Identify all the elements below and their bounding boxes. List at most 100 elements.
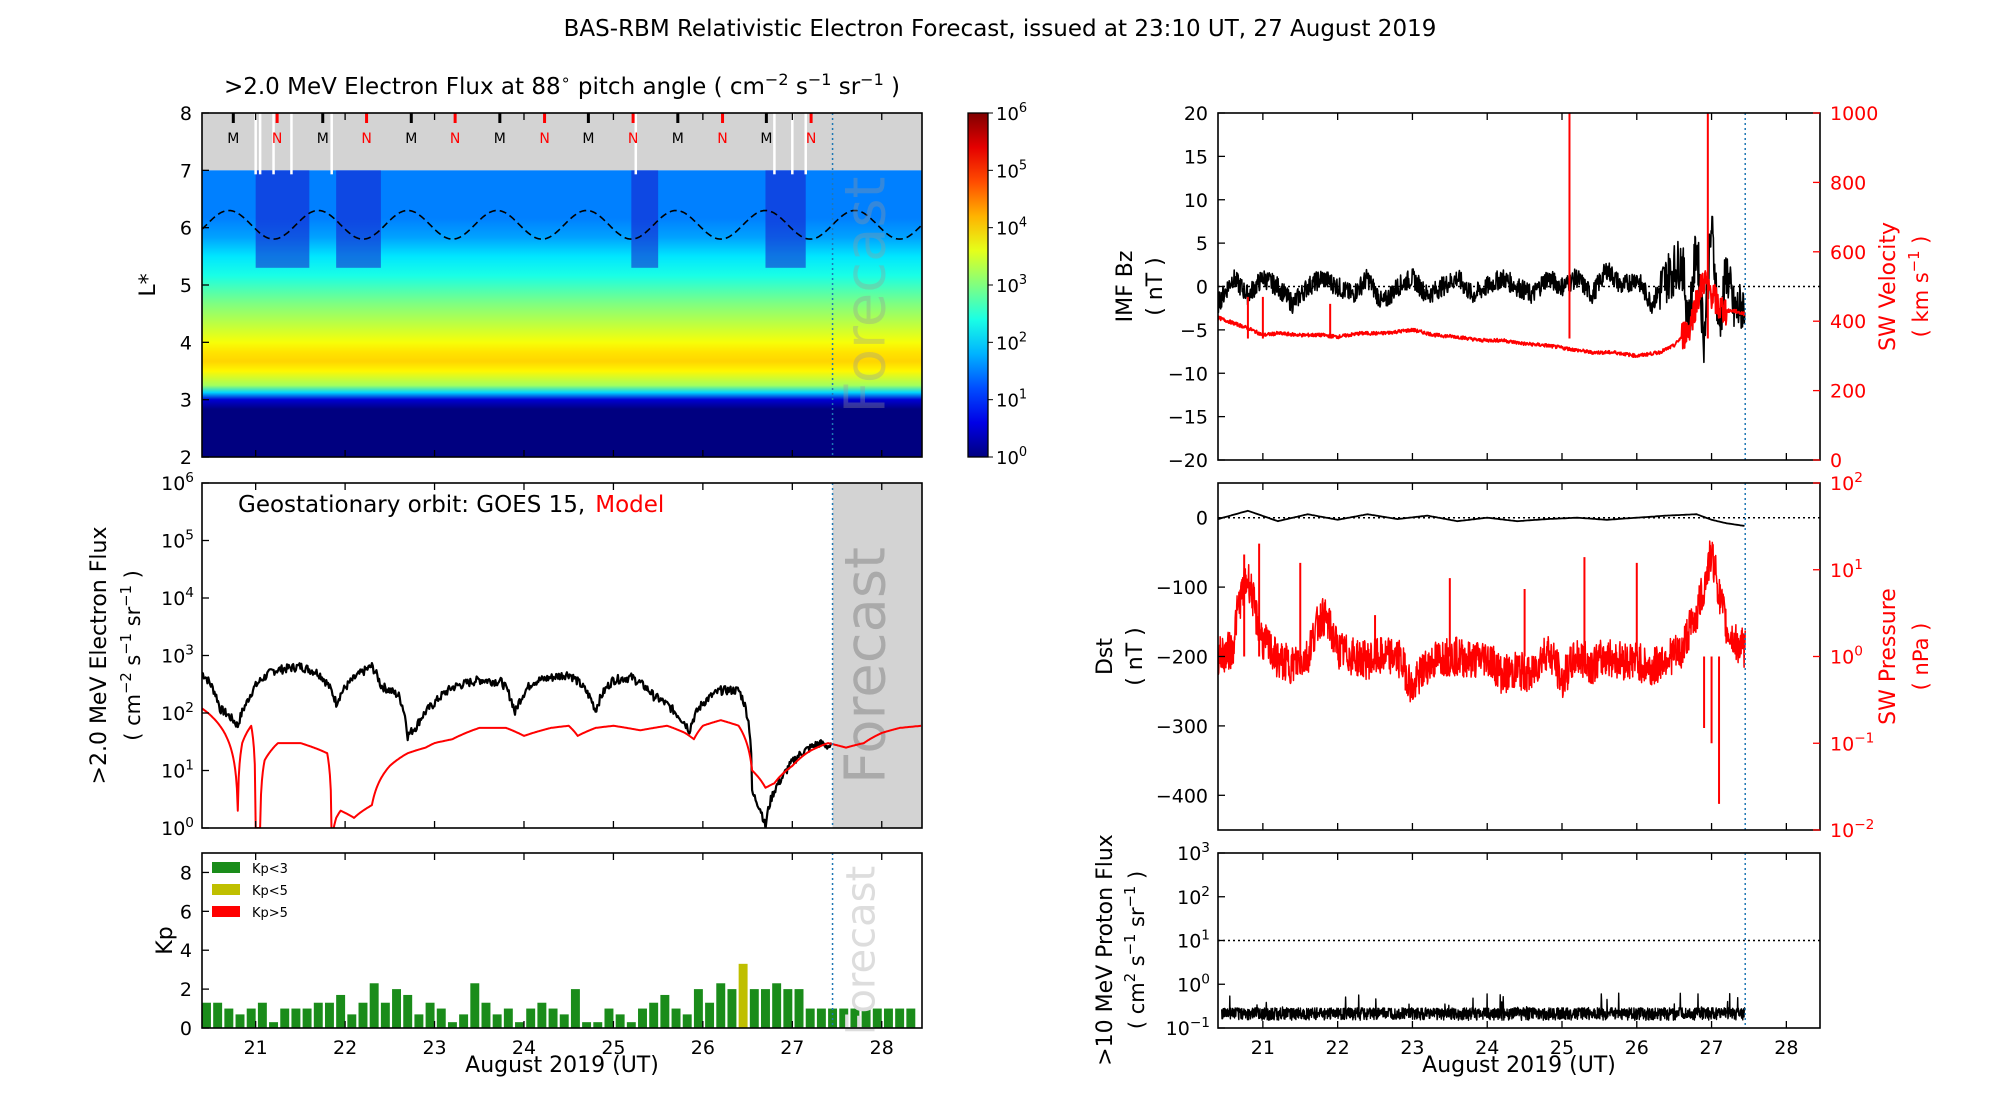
tick-base: 10 xyxy=(161,588,185,610)
sw-pressure-line xyxy=(1218,540,1746,703)
tick-exp: 2 xyxy=(1201,884,1210,900)
right-tick-label: 102 xyxy=(1830,470,1863,495)
superscript: ∘ xyxy=(561,70,571,89)
text-part: ( cm xyxy=(121,694,145,741)
right-tick-label: 800 xyxy=(1830,172,1866,194)
kp-bar xyxy=(447,1022,457,1028)
kp-bar xyxy=(347,1014,357,1028)
superscript: −1 xyxy=(118,585,135,607)
y-tick-label: −10 xyxy=(1168,363,1208,385)
figure-title: BAS-RBM Relativistic Electron Forecast, … xyxy=(563,16,1437,42)
y-tick-label: 100 xyxy=(1177,971,1210,996)
y-axis-units: ( cm−2 s−1 sr−1 ) xyxy=(118,570,145,741)
kp-bar xyxy=(716,983,726,1028)
tick-exp: 5 xyxy=(1019,158,1027,173)
x-tick-label: 25 xyxy=(1550,1037,1574,1059)
tick-exp: 1 xyxy=(185,758,194,774)
mlt-marker-label: N xyxy=(806,131,816,147)
x-tick-label: 22 xyxy=(333,1037,357,1059)
text-part: ( cm xyxy=(1125,982,1149,1029)
flux-map-title: >2.0 MeV Electron Flux at 88∘ pitch angl… xyxy=(224,70,900,100)
superscript: −1 xyxy=(1122,934,1139,956)
mlt-marker-label: N xyxy=(361,131,371,147)
tick-base: 10 xyxy=(161,818,185,840)
y-axis-label: >10 MeV Proton Flux xyxy=(1093,834,1118,1066)
y-axis-units: ( cm2 s−1 sr−1 ) xyxy=(1122,871,1149,1029)
mlt-marker-label: M xyxy=(227,131,239,147)
right-axis-label: SW Pressure xyxy=(1876,588,1901,725)
tick-base: 10 xyxy=(161,646,185,668)
text-part: s xyxy=(121,655,145,673)
kp-bar xyxy=(470,983,480,1028)
text-part: s xyxy=(1125,955,1149,973)
x-tick-label: 23 xyxy=(422,1037,446,1059)
tick-base: 10 xyxy=(1166,1018,1190,1040)
x-tick-label: 24 xyxy=(512,1037,536,1059)
mlt-marker-label: M xyxy=(317,131,329,147)
right-axis-units: ( nPa ) xyxy=(1909,623,1933,691)
text-part: ) xyxy=(1909,236,1933,251)
tick-base: 10 xyxy=(1177,843,1201,865)
tick-base: 10 xyxy=(996,448,1019,469)
x-axis-label: August 2019 (UT) xyxy=(465,1053,659,1078)
x-tick-label: 22 xyxy=(1326,1037,1350,1059)
kp-bar xyxy=(257,1002,267,1028)
tick-exp: 2 xyxy=(185,700,194,716)
text-part: pitch angle ( cm xyxy=(571,74,765,100)
superscript: −1 xyxy=(808,70,832,89)
text-part: s xyxy=(789,74,808,100)
y-tick-label: 8 xyxy=(180,103,192,125)
x-tick-label: 23 xyxy=(1400,1037,1424,1059)
geo-series-group xyxy=(202,661,922,828)
kp-bar xyxy=(660,994,670,1028)
right-axis-label: SW Velocity xyxy=(1876,222,1901,351)
y-tick-label: 6 xyxy=(180,901,192,923)
y-tick-label: 0 xyxy=(180,1018,192,1040)
y-tick-label: 6 xyxy=(180,218,192,240)
tick-base: 10 xyxy=(1830,560,1854,582)
kp-bar xyxy=(626,1022,636,1028)
y-tick-label: 10 xyxy=(1184,190,1208,212)
mlt-marker-label: M xyxy=(494,131,506,147)
y-tick-label: 10−1 xyxy=(1166,1015,1210,1040)
y-tick-label: 104 xyxy=(161,585,194,610)
colorbar-tick-label: 106 xyxy=(996,101,1027,125)
kp-bar xyxy=(235,1014,245,1028)
tick-base: 10 xyxy=(161,473,185,495)
y-tick-label: −400 xyxy=(1156,785,1208,807)
tick-exp: 3 xyxy=(1201,840,1210,856)
kp-bar xyxy=(794,989,804,1028)
forecast-watermark: Forecast xyxy=(834,547,899,784)
right-tick-label: 1000 xyxy=(1830,103,1878,125)
x-tick-label: 27 xyxy=(1699,1037,1723,1059)
x-tick-label: 27 xyxy=(780,1037,804,1059)
legend-swatch xyxy=(212,884,240,895)
kp-bar xyxy=(492,1014,502,1028)
right-tick-label: 10−1 xyxy=(1830,730,1874,755)
y-axis-label: Kp xyxy=(153,926,178,954)
tick-exp: 6 xyxy=(1019,101,1027,116)
superscript: −1 xyxy=(860,70,884,89)
right-axis-units: ( km s−1 ) xyxy=(1906,236,1933,338)
x-axis-label: August 2019 (UT) xyxy=(1422,1053,1616,1078)
y-axis-label: L* xyxy=(136,273,161,296)
tick-exp: −2 xyxy=(1854,817,1874,833)
kp-bar xyxy=(302,1008,312,1028)
tick-base: 10 xyxy=(996,333,1019,354)
right-tick-label: 100 xyxy=(1830,644,1863,669)
kp-bar xyxy=(414,1014,424,1028)
x-tick-label: 26 xyxy=(691,1037,715,1059)
tick-base: 10 xyxy=(1830,647,1854,669)
kp-bar xyxy=(246,1008,256,1028)
tick-exp: 4 xyxy=(1019,216,1027,231)
legend-swatch xyxy=(212,906,240,917)
text-part: sr xyxy=(1125,907,1149,934)
right-tick-label: 600 xyxy=(1830,242,1866,264)
tick-exp: 0 xyxy=(185,815,194,831)
mlt-marker-label: M xyxy=(405,131,417,147)
tick-base: 10 xyxy=(161,703,185,725)
text-part: ) xyxy=(1125,871,1149,886)
kp-bar xyxy=(638,1008,647,1028)
mlt-marker-label: N xyxy=(539,131,549,147)
